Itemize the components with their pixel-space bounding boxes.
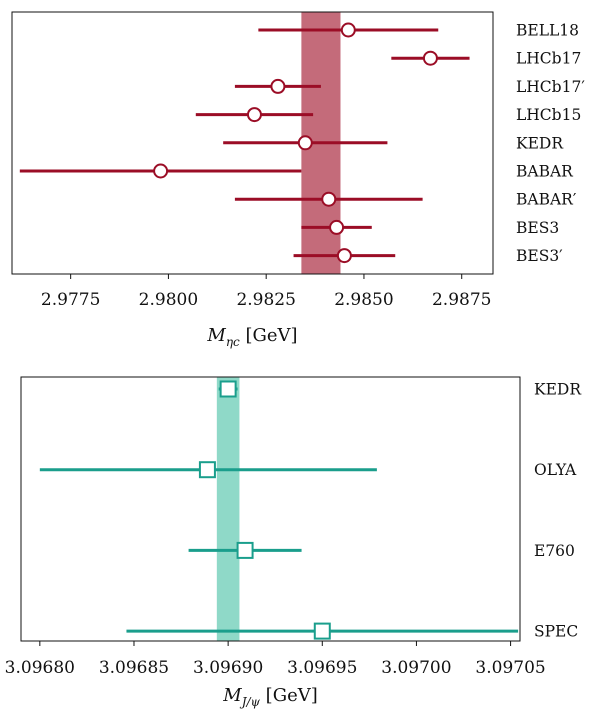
x-tick-label: 3.09690 (193, 658, 263, 678)
data-point-8 (329, 219, 345, 235)
data-point-2 (198, 461, 216, 479)
category-label-2: LHCb17 (516, 50, 581, 68)
category-label-4: LHCb15 (516, 106, 581, 124)
category-label-3: LHCb17′ (516, 78, 585, 96)
category-label-1: KEDR (534, 381, 582, 399)
x-tick-label: 3.09705 (475, 658, 545, 678)
chart-panel-2: 3.09680 3.09685 3.09690 3.09695 3.09700 3.097… (5, 376, 582, 709)
category-label-1: BELL18 (516, 22, 579, 40)
average-band (216, 377, 240, 641)
x-axis-title: Mηc [GeV] (206, 325, 297, 349)
x-tick-label: 2.9775 (41, 290, 100, 310)
x-tick-label: 3.09680 (5, 658, 75, 678)
x-tick-label: 3.09695 (287, 658, 357, 678)
data-point-1 (219, 380, 237, 398)
data-point-4 (313, 622, 331, 640)
data-point-1 (340, 22, 356, 38)
x-tick-label: 2.9850 (334, 290, 393, 310)
data-point-5 (297, 135, 313, 151)
data-point-3 (236, 541, 254, 559)
category-label-2: OLYA (534, 461, 577, 479)
x-tick-label: 3.09685 (99, 658, 169, 678)
category-label-3: E760 (534, 542, 575, 560)
category-label-6: BABAR (516, 163, 574, 181)
category-label-8: BES3 (516, 219, 559, 237)
data-point-3 (270, 78, 286, 94)
chart-panel-1: 2.9775 2.9800 2.9825 2.9850 2.9875 Mηc [GeV] B… (11, 11, 585, 349)
data-point-6 (153, 163, 169, 179)
data-point-4 (246, 107, 262, 123)
category-label-4: SPEC (534, 623, 578, 641)
category-label-9: BES3′ (516, 247, 563, 265)
category-label-5: KEDR (516, 134, 564, 152)
x-tick-label: 2.9800 (139, 290, 198, 310)
plot-frame (11, 11, 494, 275)
plot-frame (20, 376, 521, 642)
x-tick-label: 2.9825 (236, 290, 295, 310)
x-tick-label: 2.9875 (432, 290, 491, 310)
category-label-7: BABAR′ (516, 191, 577, 209)
data-point-2 (422, 50, 438, 66)
x-axis-title: MJ/ψ [GeV] (222, 685, 318, 709)
data-point-7 (321, 191, 337, 207)
x-tick-label: 3.09700 (381, 658, 451, 678)
data-point-9 (336, 248, 352, 264)
